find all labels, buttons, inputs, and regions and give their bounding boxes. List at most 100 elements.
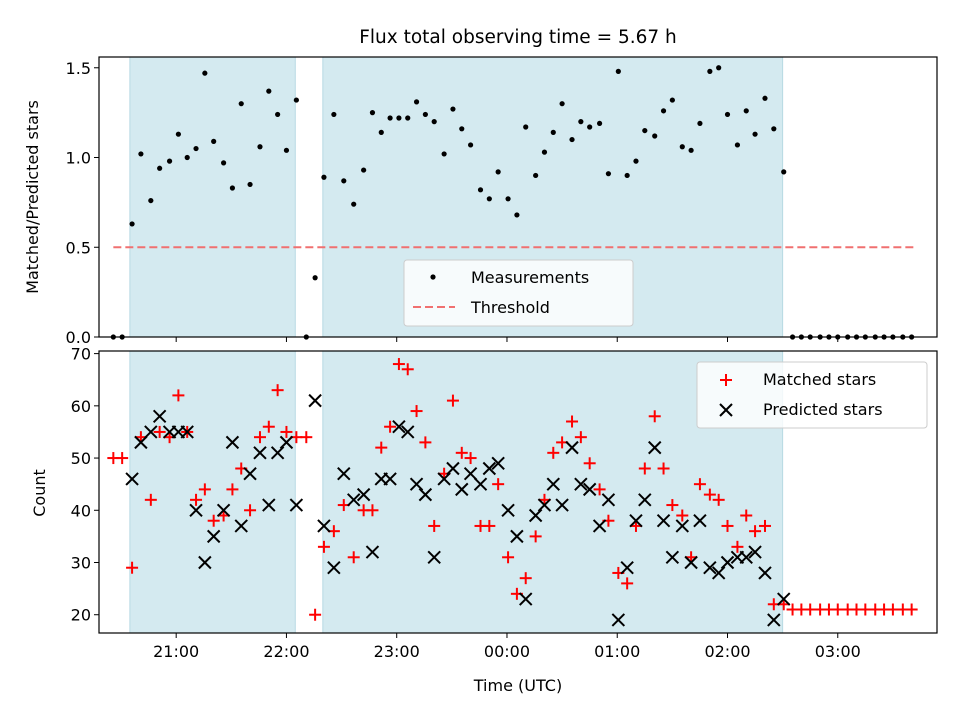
predicted-star-point (491, 456, 505, 470)
measurement-point (724, 111, 731, 118)
measurement-point (157, 165, 163, 171)
predicted-star-point (565, 440, 579, 455)
top-x-ticks (175, 337, 839, 342)
measurement-point (533, 172, 539, 179)
predicted-star-point (638, 493, 652, 507)
measurement-point (633, 158, 639, 164)
predicted-star-point (720, 555, 735, 570)
measurement-point (615, 68, 621, 74)
measurement-point (351, 201, 357, 207)
matched-star-point (401, 363, 414, 376)
x-axis-label: Time (UTC) (473, 676, 562, 695)
measurement-point (505, 196, 511, 202)
predicted-star-point (748, 545, 762, 559)
predicted-star-point (455, 482, 469, 497)
top-y-tick-label: 1.0 (66, 149, 91, 168)
x-tick-label: 03:00 (815, 642, 861, 661)
matched-star-point (574, 431, 587, 444)
legend-marker-predicted (719, 403, 733, 417)
legend-label-measurements: Measurements (471, 268, 589, 287)
measurement-point (450, 106, 456, 112)
measurement-point (669, 97, 675, 103)
predicted-star-point (611, 613, 626, 627)
predicted-star-point (675, 519, 689, 533)
matched-star-point (676, 509, 689, 522)
legend-label-matched: Matched stars (763, 370, 876, 389)
matched-star-point (366, 504, 379, 517)
predicted-star-point (473, 477, 488, 491)
matched-star-point (492, 478, 505, 491)
matched-star-point (116, 452, 129, 465)
bottom-shaded-regions (129, 350, 784, 634)
predicted-star-point (279, 435, 294, 450)
bottom-y-tick-label: 50 (71, 449, 91, 468)
matched-star-point (758, 519, 771, 532)
matched-star-point (529, 530, 542, 543)
predicted-star-point (648, 440, 662, 455)
matched-star-point (666, 499, 679, 512)
matched-star-point (547, 446, 560, 459)
matched-star-point (253, 431, 266, 444)
predicted-star-point (574, 477, 588, 491)
measurement-point (129, 221, 135, 227)
predicted-star-point (601, 493, 616, 507)
predicted-star-point (401, 425, 415, 439)
predicted-star-point (198, 555, 212, 570)
matched-star-point (262, 420, 275, 433)
predicted-star-point (711, 566, 726, 580)
measurement-point (541, 149, 548, 155)
matched-star-point (347, 551, 360, 564)
matched-star-point (712, 493, 725, 506)
predicted-star-point (777, 592, 791, 606)
measurement-point (771, 126, 777, 132)
predicted-star-point (270, 446, 285, 460)
matched-star-point (740, 509, 753, 522)
top-y-tick-label: 1.5 (66, 59, 91, 78)
top-legend-box (403, 259, 634, 327)
top-y-tick-label: 0.0 (66, 328, 91, 347)
measurement-point (361, 167, 367, 173)
measurement-point (331, 111, 337, 118)
measurement-point (596, 120, 603, 127)
measurement-point (312, 275, 318, 281)
bottom-y-axis-label: Count (30, 469, 49, 517)
top-legend: Measurements Threshold (403, 259, 634, 327)
legend-marker-matched (720, 374, 732, 386)
chart-title: Flux total observing time = 5.67 h (359, 27, 677, 48)
predicted-star-point (134, 435, 148, 450)
matched-star-point (392, 358, 405, 371)
measurement-point (679, 144, 685, 150)
predicted-star-point (409, 477, 424, 491)
predicted-star-point (225, 435, 240, 450)
matched-star-point (309, 608, 322, 621)
legend-label-threshold: Threshold (470, 298, 550, 317)
matched-star-point (244, 504, 257, 517)
measurement-point (624, 172, 630, 179)
predicted-star-point (501, 503, 515, 517)
bottom-y-tick-label: 20 (71, 606, 91, 625)
bottom-y-tick-label: 40 (71, 501, 91, 520)
predicted-star-point (437, 472, 451, 486)
predicted-star-point (555, 498, 569, 512)
predicted-star-point (482, 461, 497, 476)
matched-star-point (583, 457, 596, 470)
matched-star-point (384, 420, 397, 433)
bottom-legend: Matched stars Predicted stars (696, 361, 928, 429)
matched-star-point (410, 405, 423, 418)
measurement-point (578, 119, 584, 125)
measurement-point (341, 178, 347, 184)
matched-star-point (464, 452, 477, 465)
matched-star-point (226, 483, 239, 496)
matched-star-point (446, 394, 459, 407)
predicted-star-point (392, 420, 406, 434)
matched-star-point (749, 525, 762, 538)
bottom-y-axis: 20 30 40 50 60 70 (71, 345, 99, 625)
x-tick-label: 00:00 (484, 642, 530, 661)
matched-star-point (190, 493, 203, 506)
matched-star-point (638, 462, 651, 475)
measurement-point (321, 174, 327, 180)
measurement-point (495, 169, 501, 175)
matched-star-point (300, 431, 313, 444)
predicted-star-point (144, 425, 158, 439)
predicted-star-point (262, 498, 276, 512)
